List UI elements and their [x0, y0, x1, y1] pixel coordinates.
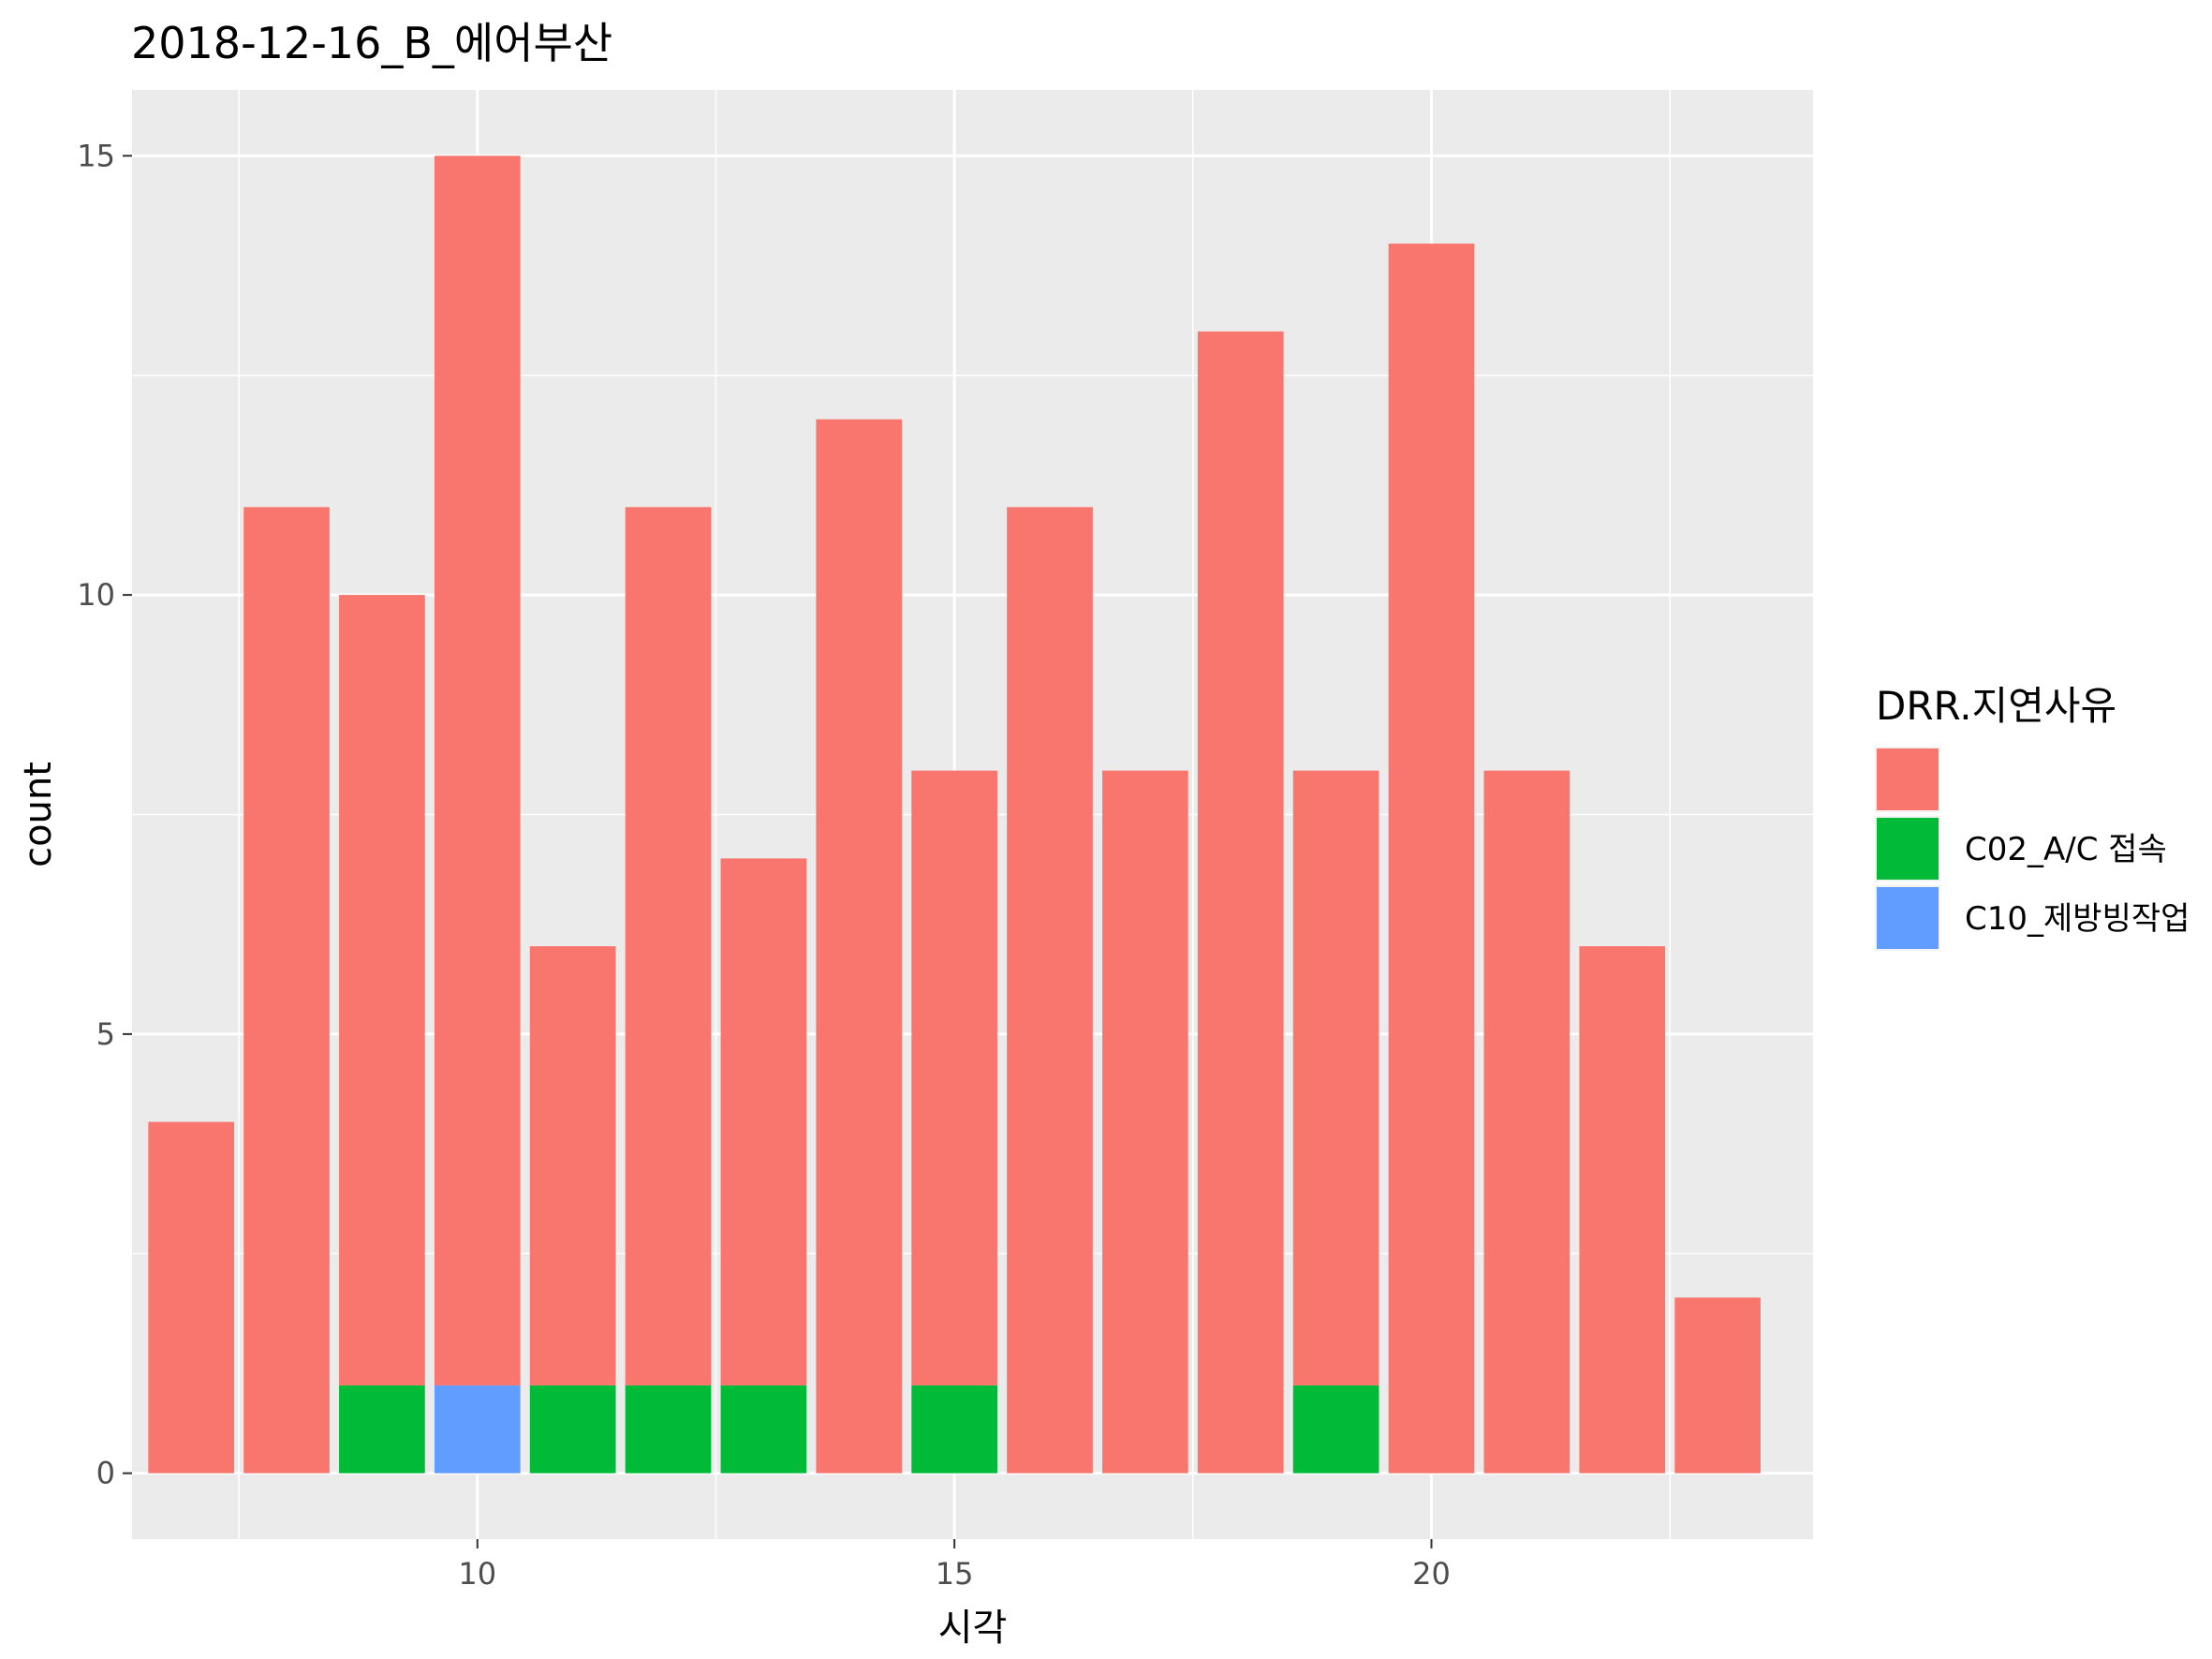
bar-segment	[720, 858, 807, 1385]
chart-title: 2018-12-16_B_에어부산	[131, 18, 612, 68]
y-tick-label: 0	[96, 1456, 115, 1491]
bar-segment	[529, 946, 616, 1385]
x-tick-label: 10	[458, 1556, 496, 1592]
bar-segment	[1483, 770, 1571, 1474]
y-tick-label: 15	[77, 138, 115, 173]
bar-segment	[434, 1385, 521, 1474]
bar-segment	[434, 156, 521, 1385]
bar-segment	[529, 1385, 616, 1474]
legend-label: C02_A/C 접속	[1965, 831, 2167, 868]
bar-segment	[625, 507, 712, 1385]
bar-segment	[339, 595, 425, 1385]
bar-segment	[1674, 1297, 1761, 1474]
bar-segment	[1197, 331, 1284, 1474]
bar-segment	[148, 1121, 235, 1474]
y-tick-label: 10	[77, 577, 115, 613]
bar-segment	[625, 1385, 712, 1474]
legend-key	[1877, 818, 1939, 880]
bar-segment	[1102, 770, 1188, 1474]
bar-segment	[339, 1385, 425, 1474]
bar-segment	[1388, 244, 1475, 1474]
y-axis-title: count	[17, 762, 60, 867]
x-tick-label: 20	[1412, 1556, 1451, 1592]
legend-key	[1877, 887, 1939, 949]
bar-segment	[1292, 1385, 1379, 1474]
bar-segment	[816, 419, 903, 1474]
bar-segment	[243, 507, 330, 1474]
axes: 0 5 10 15 10 15 20	[77, 138, 1451, 1592]
legend-items: C02_A/C 접속 C10_제방빙작업	[1875, 747, 2190, 951]
bar-segment	[911, 1385, 997, 1474]
legend-key	[1877, 748, 1939, 810]
y-tick-label: 5	[96, 1016, 115, 1052]
legend: DRR.지연사유 C02_A/C 접속 C10_제방빙작업	[1875, 683, 2190, 951]
legend-title: DRR.지연사유	[1876, 683, 2116, 729]
bar-segment	[911, 770, 997, 1385]
legend-label: C10_제방빙작업	[1965, 900, 2190, 938]
x-tick-label: 15	[936, 1556, 974, 1592]
bar-segment	[1007, 507, 1093, 1474]
bar-segment	[720, 1385, 807, 1474]
bar-segment	[1292, 770, 1379, 1385]
x-axis-title: 시각	[938, 1607, 1008, 1650]
bars	[148, 156, 1761, 1474]
bar-segment	[1579, 946, 1666, 1474]
